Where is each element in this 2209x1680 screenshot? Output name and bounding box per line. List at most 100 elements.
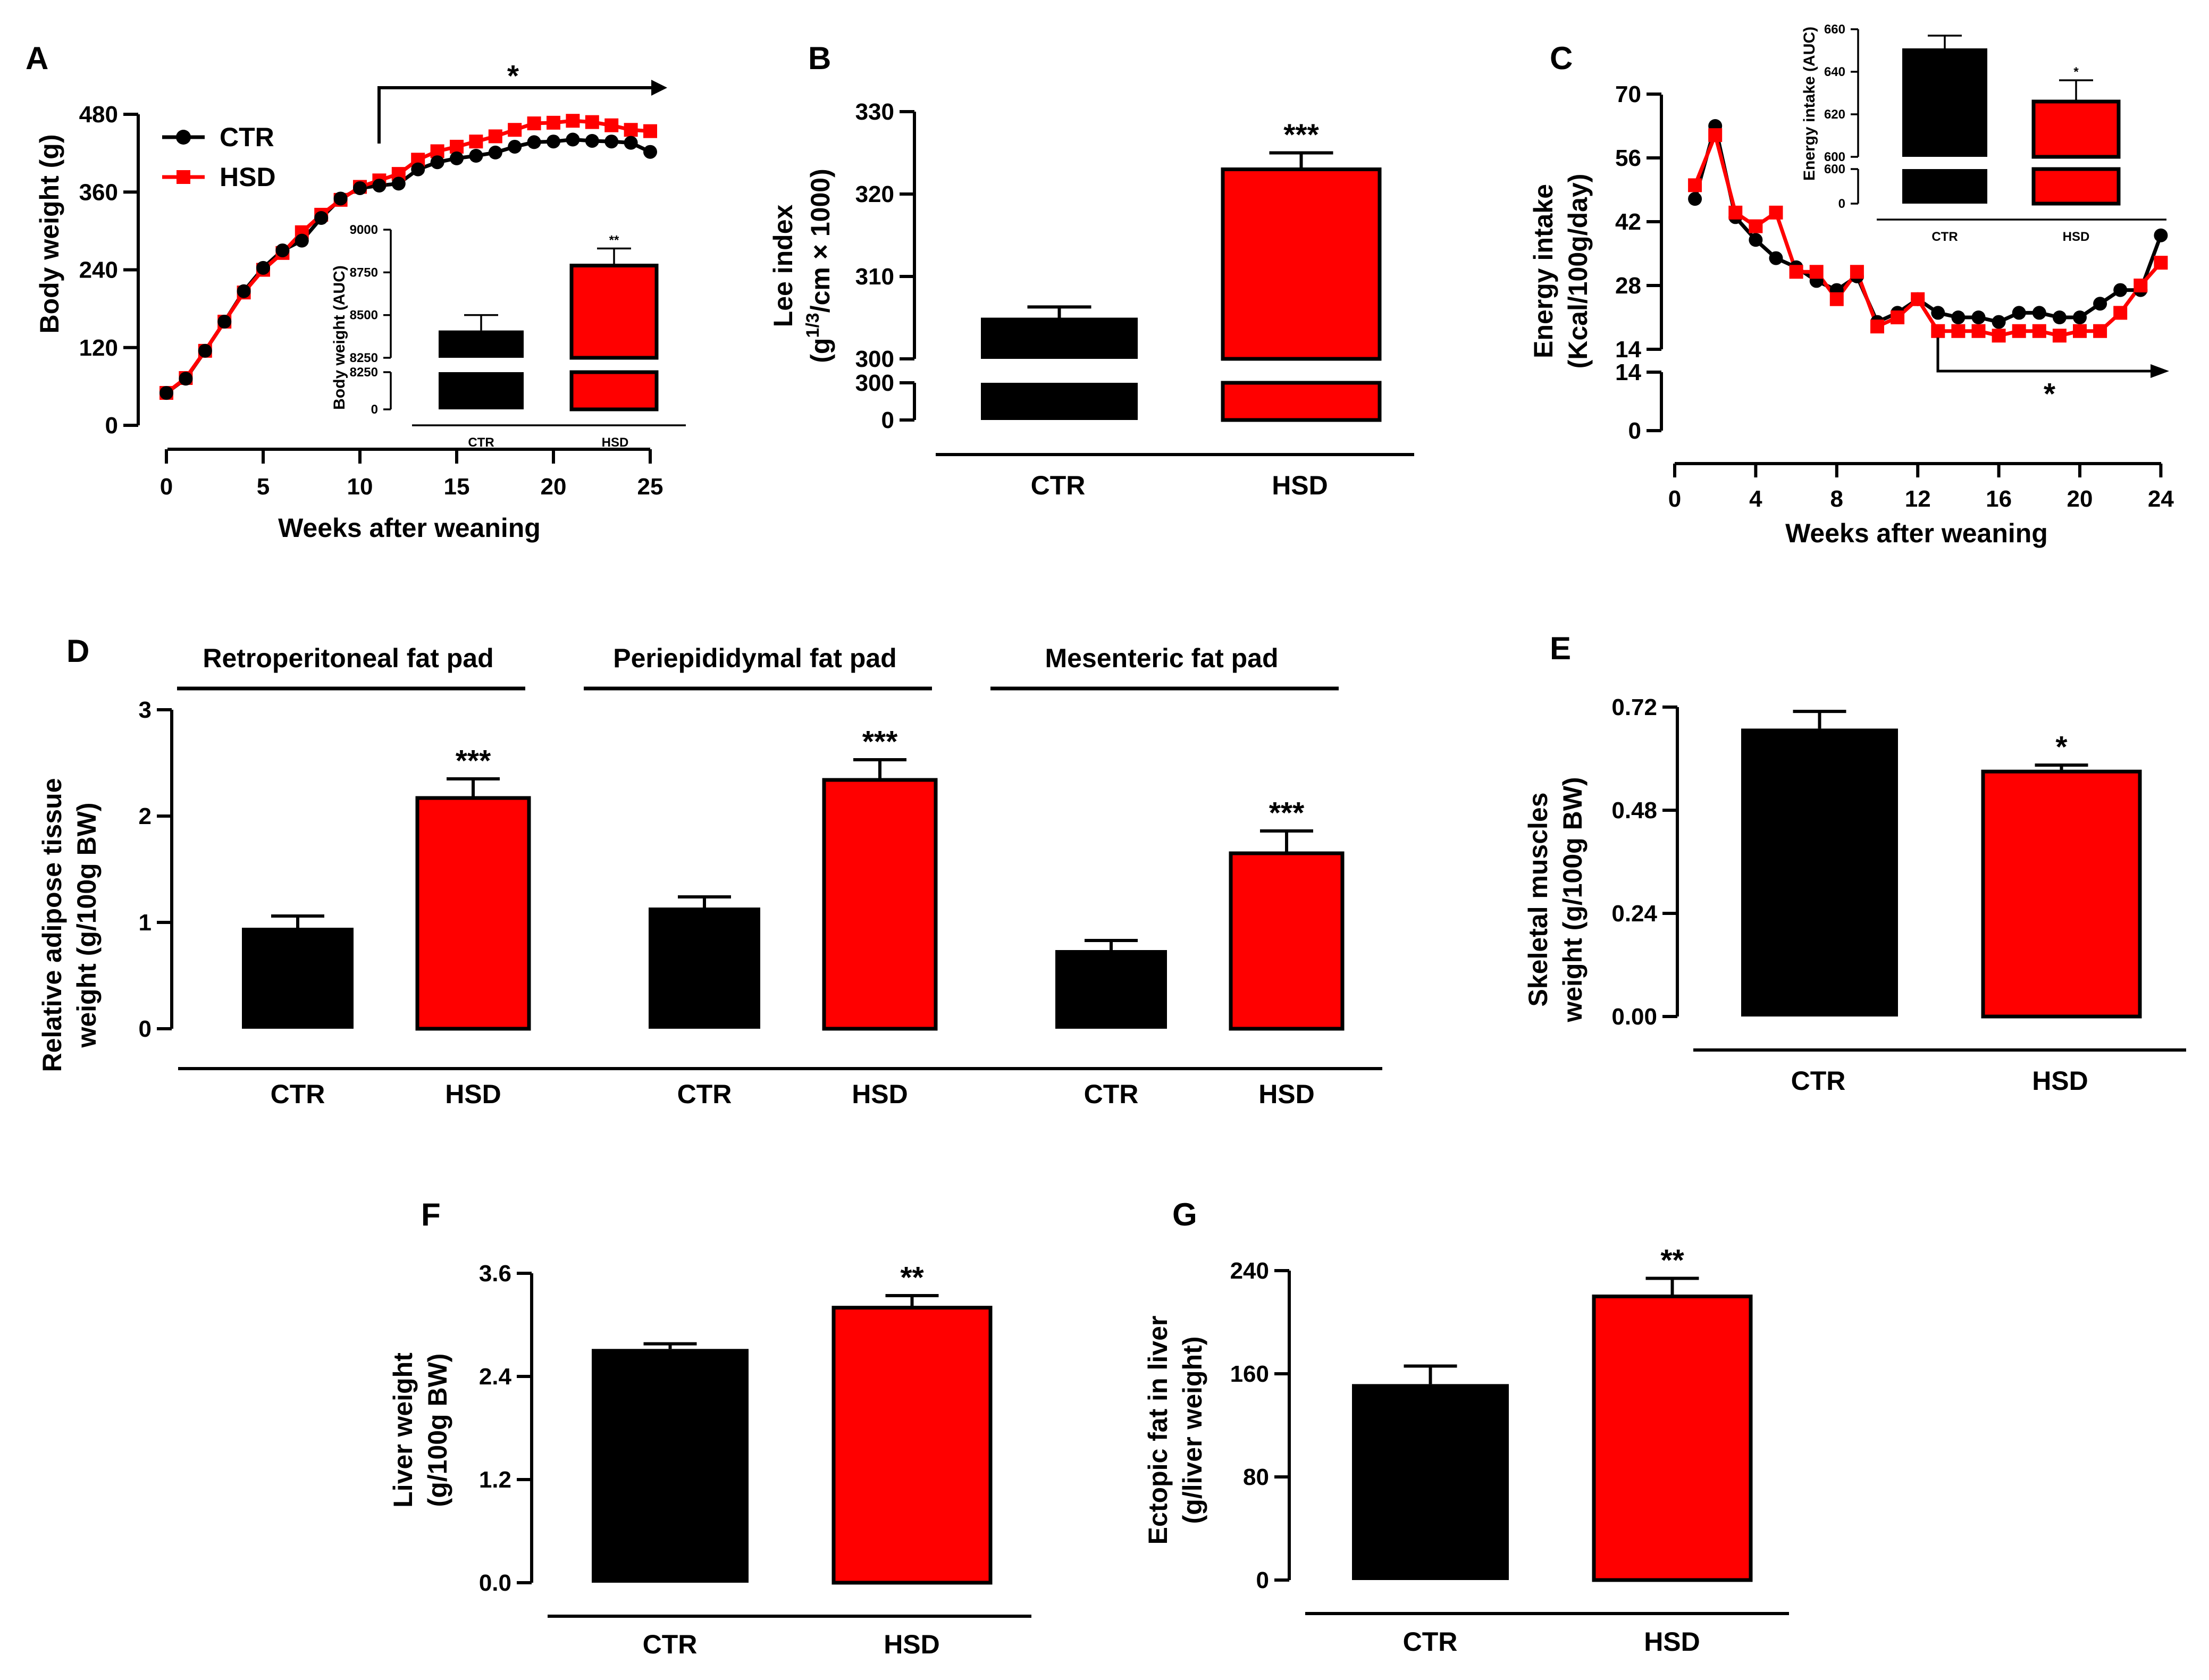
a-point-ctr-14	[430, 155, 444, 170]
a-point-ctr-8	[314, 211, 329, 225]
e-ytick-1: 0.24	[1611, 901, 1657, 927]
a-point-hsd-17	[488, 129, 502, 144]
panel-label-e: E	[1550, 631, 1571, 666]
d-bar-1-hsd	[822, 778, 938, 1031]
c-xlabel: Weeks after weaning	[1785, 518, 2048, 548]
c-point-hsd-23	[2154, 256, 2168, 270]
e-bar-ctr	[1741, 728, 1898, 1017]
d-ylabel-2: weight (g/100g BW)	[72, 802, 102, 1048]
c-point-hsd-8	[1850, 265, 1864, 279]
a-ytick-2: 240	[79, 257, 118, 283]
a-inset-ytick-2: 8500	[350, 308, 378, 323]
c-inset-cat-ctr: CTR	[1931, 230, 1958, 244]
a-point-ctr-4	[237, 284, 251, 298]
panel-e: E Skeletal muscles weight (g/100g BW) 0.…	[1523, 631, 2186, 1096]
a-point-ctr-17	[488, 145, 502, 159]
c-point-hsd-21	[2113, 306, 2128, 320]
c-point-hsd-7	[1829, 292, 1844, 306]
d-cat-1-1: HSD	[852, 1079, 908, 1109]
d-group-title-1: Periepididymal fat pad	[613, 643, 896, 673]
panel-f: F Liver weight (g/100g BW) 0.01.22.43.6 …	[388, 1197, 1031, 1659]
a-point-ctr-9	[333, 191, 348, 206]
c-point-hsd-5	[1789, 265, 1803, 279]
e-sig-1: *	[2055, 730, 2068, 764]
panel-label-c: C	[1550, 40, 1573, 76]
g-cat-hsd: HSD	[1644, 1627, 1700, 1657]
f-ytick-0: 0.0	[479, 1570, 511, 1596]
d-bar-2-ctr	[1055, 950, 1167, 1029]
g-ytick-0: 0	[1256, 1567, 1269, 1593]
a-ylabel: Body weight (g)	[35, 135, 64, 334]
a-point-hsd-16	[469, 135, 483, 149]
c-ytick-1: 56	[1615, 145, 1641, 171]
e-ytick-0: 0.00	[1611, 1004, 1657, 1030]
panel-d: D Relative adipose tissue weight (g/100g…	[37, 633, 1382, 1109]
d-cat-0-1: HSD	[445, 1079, 501, 1109]
a-point-hsd-20	[547, 115, 560, 130]
a-xtick-4: 20	[541, 474, 567, 500]
c-xtick-1: 4	[1749, 486, 1762, 512]
c-point-ctr-4	[1769, 251, 1783, 265]
a-point-ctr-10	[353, 181, 367, 195]
b-bar-upper-ctr	[981, 317, 1138, 359]
g-ytick-1: 80	[1243, 1464, 1269, 1490]
f-cat-ctr: CTR	[643, 1629, 698, 1659]
e-ytick-2: 0.48	[1611, 797, 1657, 824]
c-point-hsd-22	[2134, 279, 2148, 292]
a-point-ctr-0	[159, 386, 173, 400]
a-point-hsd-18	[508, 123, 522, 137]
b-cat-ctr: CTR	[1031, 471, 1086, 500]
panel-label-b: B	[808, 40, 831, 76]
d-cat-1-0: CTR	[677, 1079, 732, 1109]
d-sig-0-1: ***	[456, 744, 491, 778]
d-cat-2-1: HSD	[1258, 1079, 1315, 1109]
c-sig-label: *	[2044, 377, 2056, 411]
d-sig-2-1: ***	[1269, 796, 1305, 830]
f-cat-hsd: HSD	[884, 1629, 940, 1659]
a-inset-ytick-1: 8750	[350, 265, 378, 280]
c-point-hsd-2	[1728, 205, 1743, 220]
c-point-hsd-20	[2093, 324, 2107, 338]
c-point-ctr-18	[2052, 310, 2067, 324]
c-ytick-5: 14	[1615, 359, 1641, 385]
panel-g: G Ectopic fat in liver (g/liver weight) …	[1143, 1197, 1789, 1657]
d-ytick-2: 2	[139, 803, 152, 829]
a-point-ctr-25	[643, 145, 657, 159]
c-ytick-6: 0	[1628, 418, 1641, 444]
c-inset-cat-hsd: HSD	[2063, 230, 2090, 244]
c-sig-bracket	[1936, 338, 2151, 373]
b-ytick-2: 310	[855, 264, 894, 290]
a-point-ctr-24	[624, 136, 638, 150]
a-point-ctr-15	[450, 151, 464, 165]
c-point-hsd-17	[2032, 324, 2046, 338]
a-xlabel: Weeks after weaning	[278, 513, 541, 543]
c-inset-ytick-5: 0	[1838, 197, 1845, 211]
g-bar-hsd	[1592, 1295, 1753, 1582]
f-ytick-3: 3.6	[479, 1261, 511, 1287]
a-inset-cat-ctr: CTR	[468, 435, 494, 450]
panel-label-f: F	[421, 1197, 441, 1232]
c-inset-bar-lower-0	[1902, 169, 1987, 204]
b-ylabel-sub: (g1/3/cm × 1000)	[803, 169, 835, 363]
b-ytick-1: 320	[855, 181, 894, 207]
a-point-ctr-6	[275, 243, 290, 257]
c-point-hsd-18	[2052, 329, 2067, 343]
b-ytick-4: 300	[855, 370, 894, 396]
e-ylabel-2: weight (g/100g BW)	[1558, 777, 1588, 1022]
c-xtick-3: 12	[1905, 486, 1931, 512]
c-inset-ytick-0: 660	[1824, 22, 1845, 37]
c-xtick-6: 24	[2148, 486, 2174, 512]
g-ytick-3: 240	[1230, 1258, 1269, 1284]
f-sig-1: **	[900, 1261, 924, 1295]
d-ytick-1: 1	[139, 910, 152, 936]
c-point-hsd-14	[1971, 324, 1986, 338]
c-point-hsd-11	[1911, 292, 1925, 306]
a-inset-bar-upper-0	[439, 330, 524, 358]
a-inset-ytick-0: 9000	[350, 223, 378, 237]
f-bar-hsd	[831, 1306, 993, 1585]
a-point-ctr-2	[198, 343, 212, 358]
a-inset-bar-upper-1	[569, 263, 659, 360]
g-cat-ctr: CTR	[1403, 1627, 1458, 1657]
c-point-ctr-19	[2073, 310, 2087, 324]
d-group-title-0: Retroperitoneal fat pad	[203, 643, 493, 673]
